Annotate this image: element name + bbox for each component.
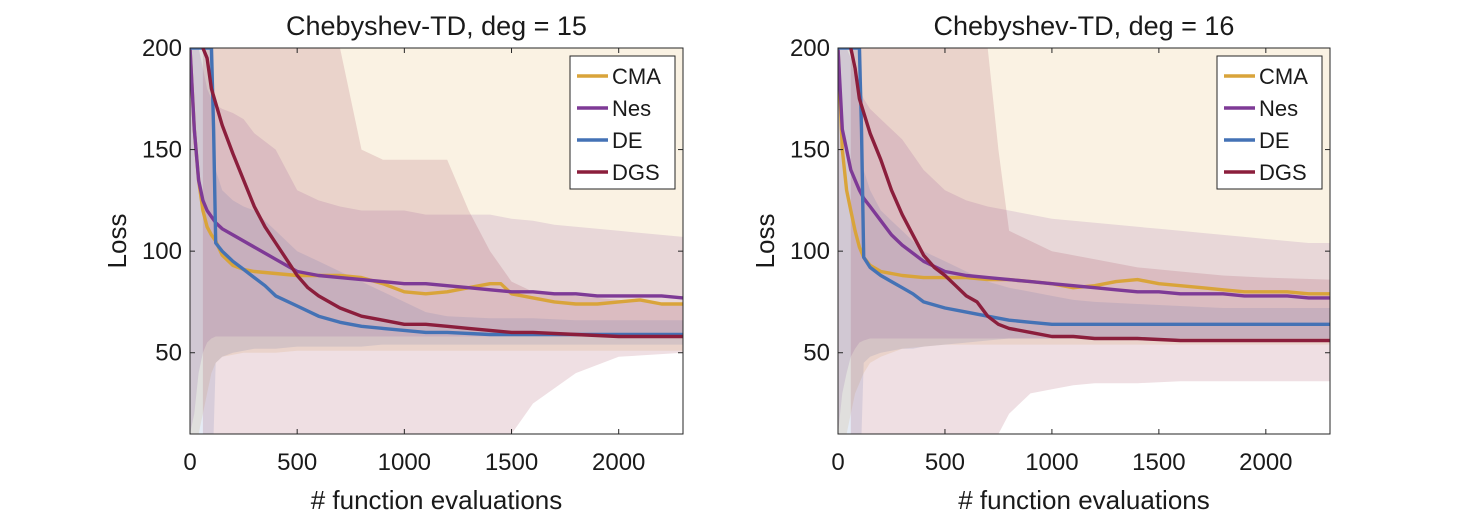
band-cma — [838, 48, 1330, 434]
chart-title: Chebyshev-TD, deg = 16 — [934, 11, 1235, 41]
x-tick-label: 2000 — [592, 449, 645, 476]
y-axis-label: Loss — [750, 214, 780, 269]
legend-label-de: DE — [1259, 128, 1290, 153]
band-dgs — [202, 48, 683, 434]
y-tick-label: 150 — [790, 137, 830, 164]
x-tick-label: 1500 — [1132, 449, 1185, 476]
chart-panel-2: 0 500 1000 1500 2000 50 100 150 200 Chebyshev-TD,… — [750, 11, 1331, 515]
legend-label-de: DE — [612, 128, 643, 153]
chart-panel-1: 0 500 1000 1500 2000 50 100 150 200 Chebyshev-TD,… — [102, 11, 684, 515]
band-nes — [838, 48, 1330, 434]
x-tick-label: 1000 — [378, 449, 431, 476]
y-tick-label: 100 — [790, 238, 830, 265]
x-tick-label: 1500 — [485, 449, 538, 476]
y-tick-label: 200 — [142, 35, 182, 62]
y-tick-label: 100 — [142, 238, 182, 265]
line-nes — [838, 48, 1330, 300]
axes-box — [189, 47, 684, 435]
plot-content — [838, 48, 1330, 434]
band-nes — [190, 48, 683, 434]
x-tick-label: 0 — [831, 449, 844, 476]
band-de — [838, 48, 1330, 434]
legend: CMA Nes DE DGS — [1216, 55, 1323, 190]
x-axis-label: # function evaluations — [958, 485, 1210, 515]
plot-content — [190, 48, 683, 434]
line-de — [838, 48, 1330, 326]
legend-box — [1216, 55, 1323, 190]
legend-label-dgs: DGS — [612, 160, 660, 185]
x-tick-label: 2000 — [1239, 449, 1292, 476]
axes-box — [837, 47, 1331, 435]
legend-label-cma: CMA — [1259, 64, 1308, 89]
x-axis-label: # function evaluations — [311, 485, 563, 515]
band-cma — [190, 48, 683, 434]
line-dgs — [849, 48, 1330, 343]
line-dgs — [201, 48, 683, 339]
line-de — [190, 48, 683, 337]
legend-label-dgs: DGS — [1259, 160, 1307, 185]
legend-box — [569, 55, 676, 190]
legend-label-cma: CMA — [612, 64, 661, 89]
legend-label-nes: Nes — [612, 96, 651, 121]
y-tick-label: 50 — [155, 340, 182, 367]
x-tick-label: 1000 — [1025, 449, 1078, 476]
x-tick-label: 0 — [183, 449, 196, 476]
x-tick-label: 500 — [277, 449, 317, 476]
x-tick-label: 500 — [925, 449, 965, 476]
line-nes — [190, 48, 683, 300]
legend-label-nes: Nes — [1259, 96, 1298, 121]
y-axis-label: Loss — [102, 214, 132, 269]
chart-title: Chebyshev-TD, deg = 15 — [286, 11, 587, 41]
band-dgs — [850, 48, 1330, 434]
legend: CMA Nes DE DGS — [569, 55, 676, 190]
y-tick-label: 50 — [803, 340, 830, 367]
y-tick-label: 150 — [142, 137, 182, 164]
y-tick-label: 200 — [790, 35, 830, 62]
band-de — [190, 48, 683, 434]
